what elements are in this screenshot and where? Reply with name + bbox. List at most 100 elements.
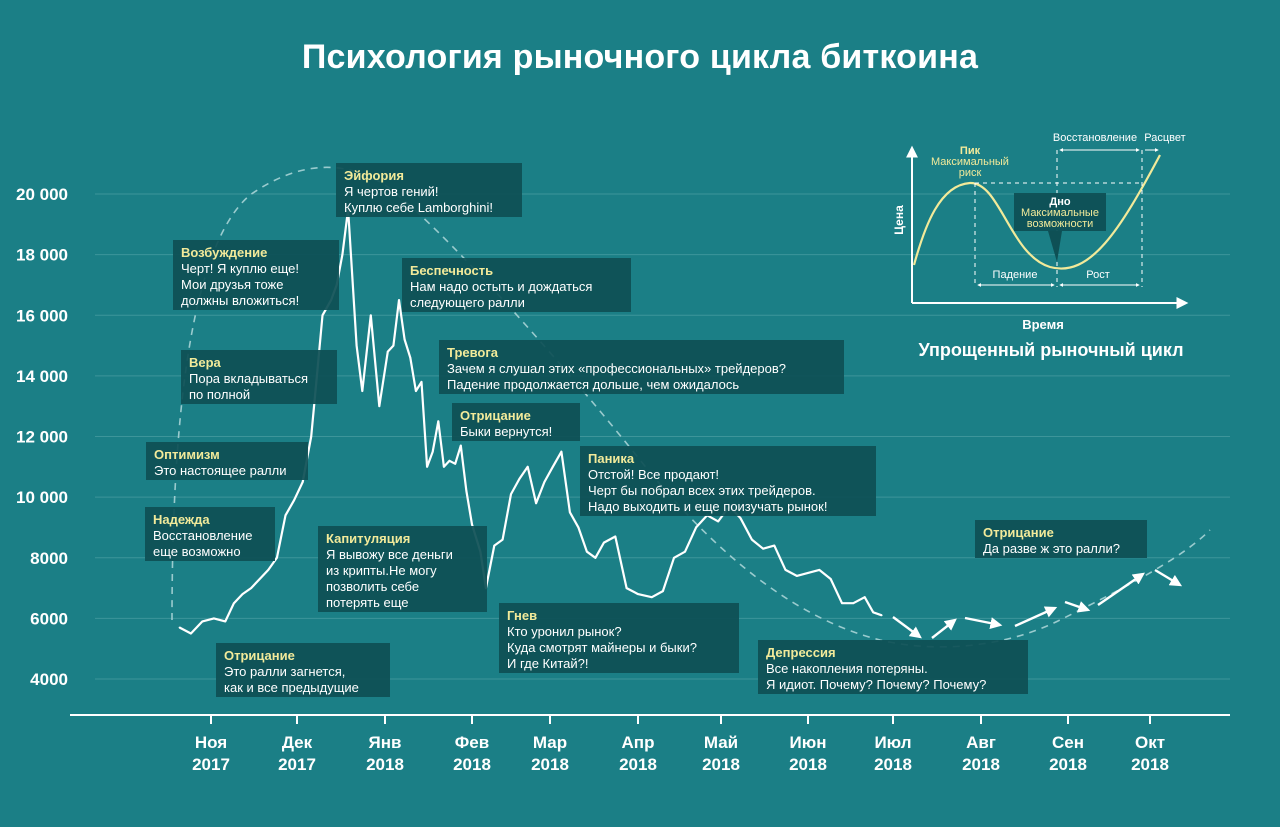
annotation-box [181,350,337,404]
price-point [398,299,400,301]
y-tick-label: 12 000 [16,428,68,447]
annotation-line: Черт бы побрал всех этих трейдеров. [588,483,816,498]
x-tick-month: Май [704,733,738,752]
annotation-line: Куплю себе Lamborghini! [344,200,493,215]
annotation-line: Это настоящее ралли [154,463,287,478]
price-point [420,381,423,383]
price-point [178,626,181,629]
annotation-line: из крипты.Не могу [326,563,437,578]
inset-bottom-pointer [1048,231,1062,262]
price-point [773,544,776,547]
forecast-arrow [1064,600,1091,613]
annotation-box [499,603,739,673]
y-tick-label: 20 000 [16,185,68,204]
x-tick-year: 2018 [702,755,740,774]
annotation-title: Отрицание [224,648,295,663]
price-point [471,523,473,526]
inset-bottom-box [1014,193,1106,231]
annotation-title: Оптимизм [154,447,220,462]
price-point [872,611,875,614]
annotation-line: Я вывожу все деньги [326,547,453,562]
annotation-line: Я идиот. Почему? Почему? Почему? [766,677,986,692]
annotation-box [318,526,487,612]
annotation-line: Восстановление [153,528,252,543]
price-point [454,462,457,465]
price-point [431,450,434,453]
price-point [250,587,253,589]
annotation-line: Нам надо остыть и дождаться [410,279,592,294]
price-point [321,314,324,317]
inset-recovery-label: Восстановление [1053,132,1137,144]
annotation-line: Все накопления потеряны. [766,661,928,676]
x-tick-month: Ноя [195,733,227,752]
x-tick-year: 2018 [789,755,827,774]
annotation-box [452,403,580,441]
price-point [224,620,227,623]
price-point [751,538,753,541]
price-point [695,526,697,529]
x-tick-year: 2018 [531,755,569,774]
price-point [369,314,372,317]
price-point [310,435,313,438]
price-point [386,350,389,353]
price-point [201,620,204,623]
annotation-line: Падение продолжается дольше, чем ожидало… [447,377,739,392]
annotation-line: еще возможно [153,544,241,559]
price-point [501,538,504,541]
price-point [717,520,720,523]
price-point [392,344,395,347]
x-tick-month: Июл [874,733,911,752]
price-point [459,444,462,447]
x-tick-year: 2018 [874,755,912,774]
inset-x-label: Время [1022,317,1064,332]
y-tick-label: 18 000 [16,246,68,265]
price-point [594,556,597,559]
price-point [829,578,832,580]
annotation-line: Да разве ж это ралли? [983,541,1120,556]
price-point [293,499,295,502]
price-point [762,547,764,550]
x-tick-month: Апр [622,733,655,752]
price-point [448,459,451,462]
sentiment-cycle-dashed-curve [171,166,1211,648]
price-point [465,490,468,492]
price-point [409,356,412,359]
price-point [276,556,278,559]
inset-peak-sub: риск [959,167,982,179]
annotation-box [439,340,844,394]
inset-peak-title: Пик [960,145,981,157]
price-point [818,569,821,571]
x-tick-month: Фев [455,733,489,752]
x-axis: Ноя 2017 Дек 2017 Янв 2018 Фев 2018 Мар 2018 Апр 20… [70,714,1230,774]
price-point [403,338,406,341]
price-point [361,390,364,392]
annotation-title: Вера [189,355,222,370]
annotation-line: Я чертов гений! [344,184,439,199]
price-point [650,596,653,599]
x-tick-month: Окт [1135,733,1165,752]
inset-flourish-label: Расцвет [1144,132,1185,144]
price-point [807,572,809,574]
y-tick-label: 4000 [30,670,68,689]
annotation-line: Пора вкладываться [189,371,308,386]
inset-bottom-title: Дно [1049,196,1070,208]
y-tick-label: 14 000 [16,367,68,386]
inset-bottom-sub: Максимальные [1021,207,1099,219]
price-point [437,420,440,423]
forecast-arrow [1154,568,1183,587]
price-point [535,502,537,505]
price-point [795,575,798,577]
annotation-line: Надо выходить и еще поизучать рынок! [588,499,827,514]
price-point [569,511,571,514]
price-point [233,602,235,605]
x-tick-year: 2017 [192,755,230,774]
x-tick-month: Дек [282,733,313,752]
